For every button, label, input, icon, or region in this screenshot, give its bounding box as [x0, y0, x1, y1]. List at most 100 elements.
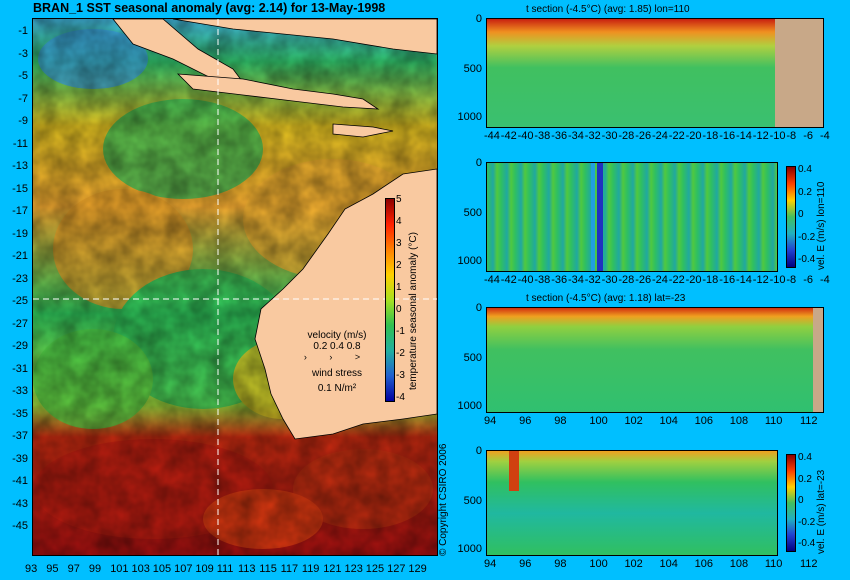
velocity-jet — [509, 451, 519, 491]
sst-colorbar-tick: 5 — [396, 194, 402, 205]
wind-stress-title: wind stress — [311, 368, 362, 379]
section-x-tick: 108 — [729, 415, 749, 427]
map-lat-tick: -39 — [12, 452, 28, 465]
section-y-tick: 500 — [463, 352, 482, 364]
map-lat-tick: -1 — [18, 25, 28, 37]
map-lon-tick: 113 — [238, 563, 256, 575]
section-x-tick: 102 — [624, 558, 643, 570]
section-x-tick: -38 — [534, 274, 551, 286]
wind-stress-value: 0.1 N/m² — [317, 383, 357, 394]
section-y-tick: 1000 — [457, 111, 482, 123]
section-x-tick: -22 — [668, 274, 685, 286]
section-x-tick: -24 — [652, 274, 668, 286]
section-y-tick: 500 — [463, 207, 482, 219]
map-lon-tick: 109 — [195, 563, 214, 575]
section-x-tick: 98 — [554, 558, 567, 570]
section-x-tick: 94 — [484, 558, 497, 570]
section-x-tick: -6 — [803, 274, 813, 286]
velocity-legend-values: 0.2 0.4 0.8 — [313, 341, 361, 352]
map-lon-tick: 93 — [25, 563, 38, 575]
section-x-tick: -30 — [601, 130, 618, 142]
section-x-tick: -34 — [568, 274, 584, 286]
map-lat-tick: -25 — [12, 295, 28, 307]
velocity-colorbar-tick: -0.2 — [798, 516, 816, 528]
section-x-tick: -24 — [652, 130, 668, 142]
section-x-tick: -38 — [534, 130, 551, 142]
sst-colorbar-tick: 4 — [396, 216, 402, 227]
section-x-tick: -18 — [702, 130, 719, 142]
velocity-jet — [597, 163, 603, 271]
section-x-tick: -4 — [820, 130, 830, 142]
sst-colorbar-tick: 3 — [396, 238, 402, 249]
section-x-tick: -20 — [685, 274, 702, 286]
map-lat-tick: -41 — [12, 475, 28, 487]
map-lat-tick: -37 — [12, 430, 28, 442]
sst-colorbar — [385, 198, 395, 402]
map-lon-tick: 107 — [174, 563, 193, 575]
section-y-tick: 0 — [475, 157, 482, 169]
section-title: t section (-4.5°C) (avg: 1.85) lon=110 — [526, 4, 690, 15]
section-x-tick: -16 — [719, 130, 736, 142]
section-y-tick: 1000 — [457, 255, 482, 267]
section-x-tick: -40 — [517, 274, 534, 286]
section-x-tick: -12 — [752, 274, 769, 286]
map-lon-tick: 117 — [280, 563, 299, 575]
map-lat-tick: -7 — [18, 92, 28, 105]
section-x-tick: -36 — [551, 274, 568, 286]
section-x-tick: 104 — [659, 558, 678, 570]
section-x-tick: 110 — [764, 415, 783, 427]
section-x-tick: 102 — [624, 415, 643, 427]
map-title: BRAN_1 SST seasonal anomaly (avg: 2.14) … — [33, 1, 386, 15]
section-x-tick: -42 — [500, 274, 517, 286]
section-plot — [486, 307, 824, 413]
section-x-tick: -32 — [584, 274, 601, 286]
map-lat-tick: -5 — [18, 70, 28, 82]
section-y-tick: 500 — [463, 495, 482, 507]
map-lon-tick: 127 — [387, 563, 406, 575]
section-x-tick: 96 — [519, 558, 532, 570]
map-lat-tick: -19 — [12, 227, 28, 240]
section-x-tick: -32 — [584, 130, 601, 142]
section-x-tick: -30 — [601, 274, 618, 286]
map-lat-tick: -11 — [12, 137, 28, 150]
map-lat-tick: -33 — [12, 385, 28, 397]
sst-anomaly-field — [33, 19, 437, 555]
section-land — [775, 19, 823, 127]
map-lon-tick: 123 — [344, 563, 363, 575]
section-x-tick: -34 — [568, 130, 584, 142]
section-x-tick: -36 — [551, 130, 568, 142]
map-lat-tick: -35 — [12, 407, 28, 420]
map-lat-tick: -15 — [12, 182, 28, 195]
section-x-tick: -14 — [736, 274, 752, 286]
section-x-tick: -12 — [752, 130, 769, 142]
map-lon-tick: 95 — [46, 563, 59, 575]
map-lon-tick: 111 — [216, 563, 234, 575]
map-lon-tick: 115 — [259, 563, 277, 575]
sst-colorbar-label: temperature seasonal anomaly (°C) — [408, 232, 419, 390]
velocity-colorbar-tick: -0.2 — [798, 231, 816, 243]
section-x-tick: -40 — [517, 130, 534, 142]
section-plot — [486, 450, 778, 556]
section-x-tick: 112 — [800, 415, 818, 427]
section-x-tick: 108 — [729, 558, 749, 570]
section-x-tick: 106 — [694, 558, 714, 570]
section-land — [813, 308, 823, 412]
section-x-tick: 98 — [554, 415, 567, 427]
sst-colorbar-tick: 2 — [396, 260, 402, 271]
map-lat-tick: -21 — [12, 250, 28, 262]
map-lat-tick: -23 — [12, 272, 28, 285]
sst-colorbar-tick: 1 — [396, 282, 402, 293]
velocity-legend: velocity (m/s) 0.2 0.4 0.8 › › > wind st… — [292, 330, 382, 394]
section-x-tick: 100 — [589, 558, 608, 570]
velocity-colorbar-tick: 0.2 — [798, 186, 812, 198]
sst-anomaly-map — [32, 18, 438, 556]
map-lat-tick: -43 — [12, 497, 28, 510]
velocity-colorbar-label: vel. E (m/s) lat=-23 — [816, 469, 827, 554]
section-x-tick: -44 — [484, 274, 500, 286]
section-x-tick: 110 — [764, 558, 783, 570]
section-x-tick: -16 — [719, 274, 736, 286]
section-plot — [486, 162, 778, 272]
sst-colorbar-tick: -1 — [396, 326, 405, 337]
section-x-tick: -28 — [618, 130, 635, 142]
section-y-tick: 0 — [475, 302, 482, 314]
